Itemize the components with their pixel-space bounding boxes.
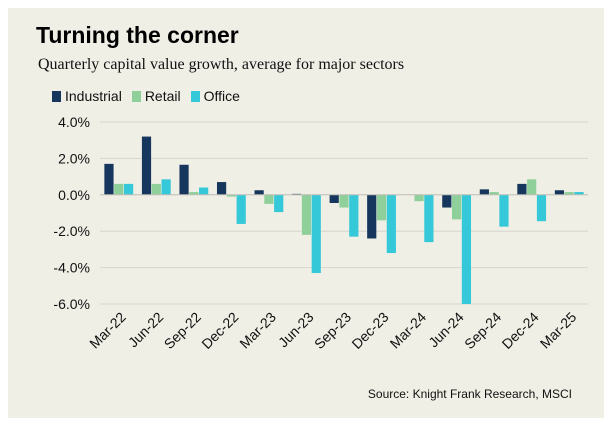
legend-swatch-industrial <box>52 90 61 102</box>
x-tick-label: Mar-22 <box>86 309 129 352</box>
bar-office <box>274 194 284 213</box>
bar-retail <box>226 194 236 197</box>
y-tick-label: -6.0% <box>53 296 90 312</box>
x-tick-label: Mar-25 <box>537 309 580 352</box>
bar-industrial <box>442 194 452 208</box>
bar-retail <box>452 194 462 220</box>
bar-office <box>123 183 134 195</box>
bar-office <box>199 187 209 195</box>
legend-label-industrial: Industrial <box>65 88 122 104</box>
source-note: Source: Knight Frank Research, MSCI <box>367 387 572 401</box>
bar-retail <box>114 183 124 195</box>
x-tick-label: Jun-23 <box>275 309 317 351</box>
bar-retail <box>414 194 424 202</box>
bar-retail <box>301 194 312 235</box>
y-tick-label: 0.0% <box>58 187 90 203</box>
bar-office <box>349 194 359 237</box>
bar-retail <box>489 192 499 195</box>
bar-office <box>311 194 321 274</box>
bar-office <box>161 179 171 195</box>
bar-industrial <box>329 194 339 203</box>
bar-office <box>386 194 396 254</box>
bar-office <box>536 194 547 222</box>
legend-label-retail: Retail <box>144 88 181 104</box>
bar-industrial <box>517 183 527 195</box>
bar-industrial <box>179 164 189 195</box>
legend-item-retail: Retail <box>131 88 181 104</box>
bar-industrial <box>104 163 114 195</box>
chart-subtitle: Quarterly capital value growth, average … <box>38 56 405 73</box>
y-tick-label: -2.0% <box>53 223 90 239</box>
x-tick-label: Sep-23 <box>311 309 354 352</box>
x-tick-label: Dec-24 <box>499 309 542 352</box>
x-tick-label: Jun-22 <box>125 309 167 351</box>
bar-office <box>574 192 584 195</box>
bar-retail <box>376 194 387 221</box>
x-tick-label: Sep-24 <box>461 309 504 352</box>
bar-retail <box>564 192 574 195</box>
legend-item-industrial: Industrial <box>52 88 122 104</box>
x-tick-label: Mar-23 <box>236 309 279 352</box>
bar-industrial <box>141 136 152 195</box>
bar-office <box>461 194 472 304</box>
y-tick-label: 4.0% <box>58 114 90 130</box>
bar-industrial <box>554 190 565 195</box>
bar-retail <box>264 194 274 204</box>
bar-retail <box>151 183 161 195</box>
bar-industrial <box>479 189 489 195</box>
chart-legend: Industrial Retail Office <box>52 88 240 104</box>
legend-label-office: Office <box>203 88 240 104</box>
bar-retail <box>339 194 349 208</box>
bar-retail <box>189 192 199 195</box>
legend-swatch-retail <box>131 90 141 102</box>
legend-swatch-office <box>190 90 200 102</box>
chart-title: Turning the corner <box>36 22 239 48</box>
x-tick-label: Sep-22 <box>161 309 204 352</box>
x-tick-label: Mar-24 <box>387 309 430 352</box>
bar-office <box>424 194 434 243</box>
legend-item-office: Office <box>190 88 240 104</box>
bar-retail <box>527 179 537 195</box>
bar-industrial <box>254 190 264 195</box>
y-tick-label: 2.0% <box>58 150 90 166</box>
bar-office <box>499 194 509 227</box>
bar-industrial <box>216 182 227 195</box>
y-tick-label: -4.0% <box>53 260 90 276</box>
x-tick-label: Jun-24 <box>425 309 467 351</box>
x-tick-label: Dec-22 <box>198 309 241 352</box>
x-tick-label: Dec-23 <box>348 309 391 352</box>
bar-industrial <box>367 194 377 239</box>
bar-office <box>236 194 246 224</box>
